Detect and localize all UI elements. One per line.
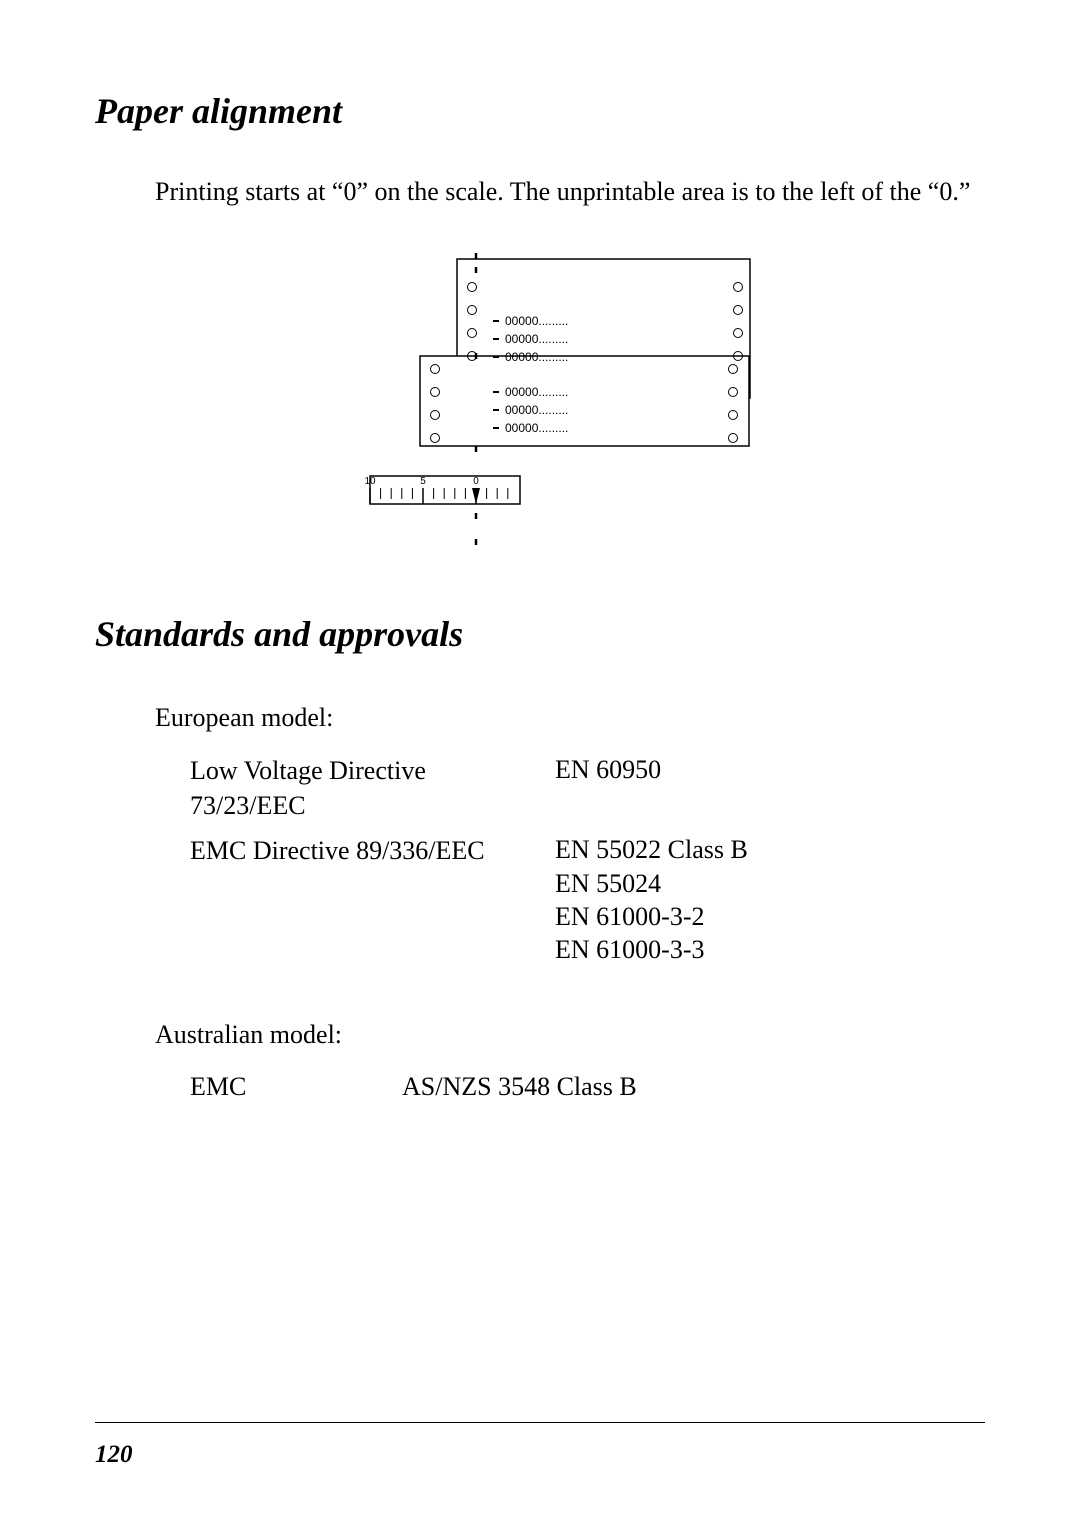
svg-text:0: 0 xyxy=(473,476,479,487)
european-standards-table: Low Voltage Directive 73/23/EEC EN 60950… xyxy=(190,753,985,966)
svg-text:00000.........: 00000......... xyxy=(505,421,568,435)
svg-text:00000.........: 00000......... xyxy=(505,314,568,328)
table-row: Low Voltage Directive 73/23/EEC EN 60950 xyxy=(190,753,985,823)
table-row: EMC Directive 89/336/EEC EN 55022 Class … xyxy=(190,833,985,966)
australian-model-label: Australian model: xyxy=(155,1020,985,1050)
alignment-diagram-container: 00000......... 00000......... 00000.......… xyxy=(95,251,985,551)
eu-row2-directive: EMC Directive 89/336/EEC xyxy=(190,833,545,868)
footer-rule xyxy=(95,1422,985,1423)
paper-alignment-heading: Paper alignment xyxy=(95,90,985,132)
standard-value: EN 61000-3-2 xyxy=(555,900,985,933)
eu-row1-standards: EN 60950 xyxy=(555,753,985,786)
svg-text:00000.........: 00000......... xyxy=(505,350,568,364)
table-row: EMC AS/NZS 3548 Class B xyxy=(190,1070,985,1104)
eu-row1-directive: Low Voltage Directive 73/23/EEC xyxy=(190,753,545,823)
standard-value: EN 55022 Class B xyxy=(555,833,985,866)
au-emc-label: EMC xyxy=(190,1070,390,1104)
european-model-label: European model: xyxy=(155,703,985,733)
paper-alignment-body: Printing starts at “0” on the scale. The… xyxy=(155,174,985,209)
svg-text:10: 10 xyxy=(364,476,376,487)
svg-text:00000.........: 00000......... xyxy=(505,403,568,417)
standards-heading: Standards and approvals xyxy=(95,613,985,655)
eu-row2-standards: EN 55022 Class BEN 55024EN 61000-3-2EN 6… xyxy=(555,833,985,966)
page-number: 120 xyxy=(95,1441,985,1469)
alignment-diagram: 00000......... 00000......... 00000.......… xyxy=(320,251,760,551)
page-footer: 120 xyxy=(95,1422,985,1469)
australian-standards-table: EMC AS/NZS 3548 Class B xyxy=(190,1070,985,1104)
svg-text:00000.........: 00000......... xyxy=(505,332,568,346)
standard-value: EN 60950 xyxy=(555,753,985,786)
au-emc-standard: AS/NZS 3548 Class B xyxy=(402,1070,985,1104)
standard-value: EN 55024 xyxy=(555,867,985,900)
svg-text:5: 5 xyxy=(420,476,426,487)
svg-text:00000.........: 00000......... xyxy=(505,385,568,399)
standard-value: EN 61000-3-3 xyxy=(555,933,985,966)
